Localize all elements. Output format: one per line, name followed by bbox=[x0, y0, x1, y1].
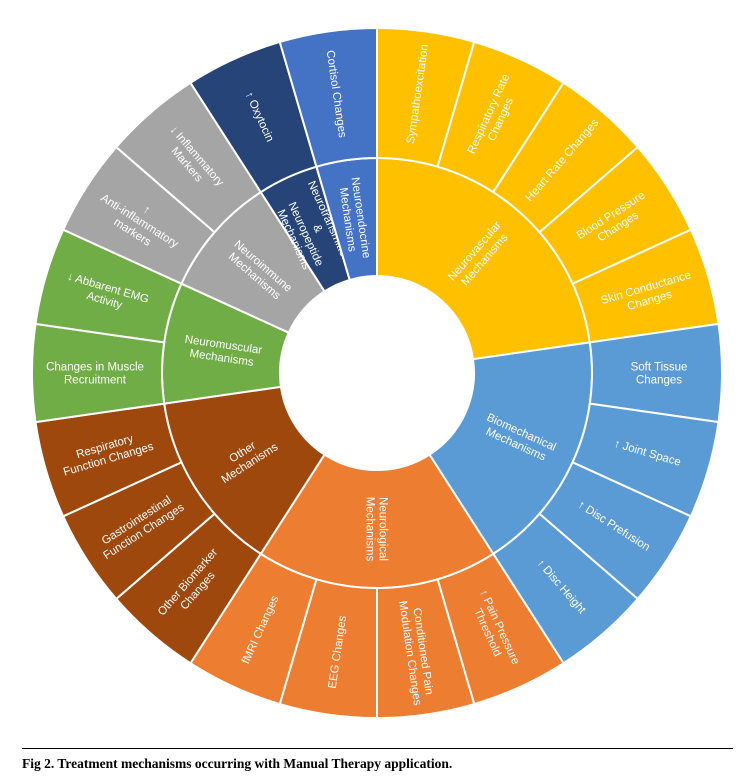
caption-divider bbox=[22, 748, 733, 749]
figure-caption: Fig 2. Treatment mechanisms occurring wi… bbox=[22, 756, 452, 772]
center-hole bbox=[281, 277, 473, 469]
outer-segment-label: Changes in Muscle Recruitment bbox=[46, 361, 144, 386]
category-neuroimmune-mechanisms: NeuroimmuneMechanisms↑Anti-inflammatorym… bbox=[61, 81, 326, 335]
inner-segment-label: NeurologicalMechanisms bbox=[363, 497, 388, 562]
category-neurological-mechanisms: NeurologicalMechanisms↑ Pain PressureThr… bbox=[189, 453, 565, 720]
outer-segment bbox=[278, 26, 378, 168]
caption-text: Treatment mechanisms occurring with Manu… bbox=[57, 756, 453, 771]
outer-segment-label: Soft Tissue Changes bbox=[631, 361, 688, 386]
caption-label: Fig 2. bbox=[22, 756, 55, 771]
sunburst-chart: NeurovascularMechanismsSympathoexcitatio… bbox=[31, 26, 723, 720]
